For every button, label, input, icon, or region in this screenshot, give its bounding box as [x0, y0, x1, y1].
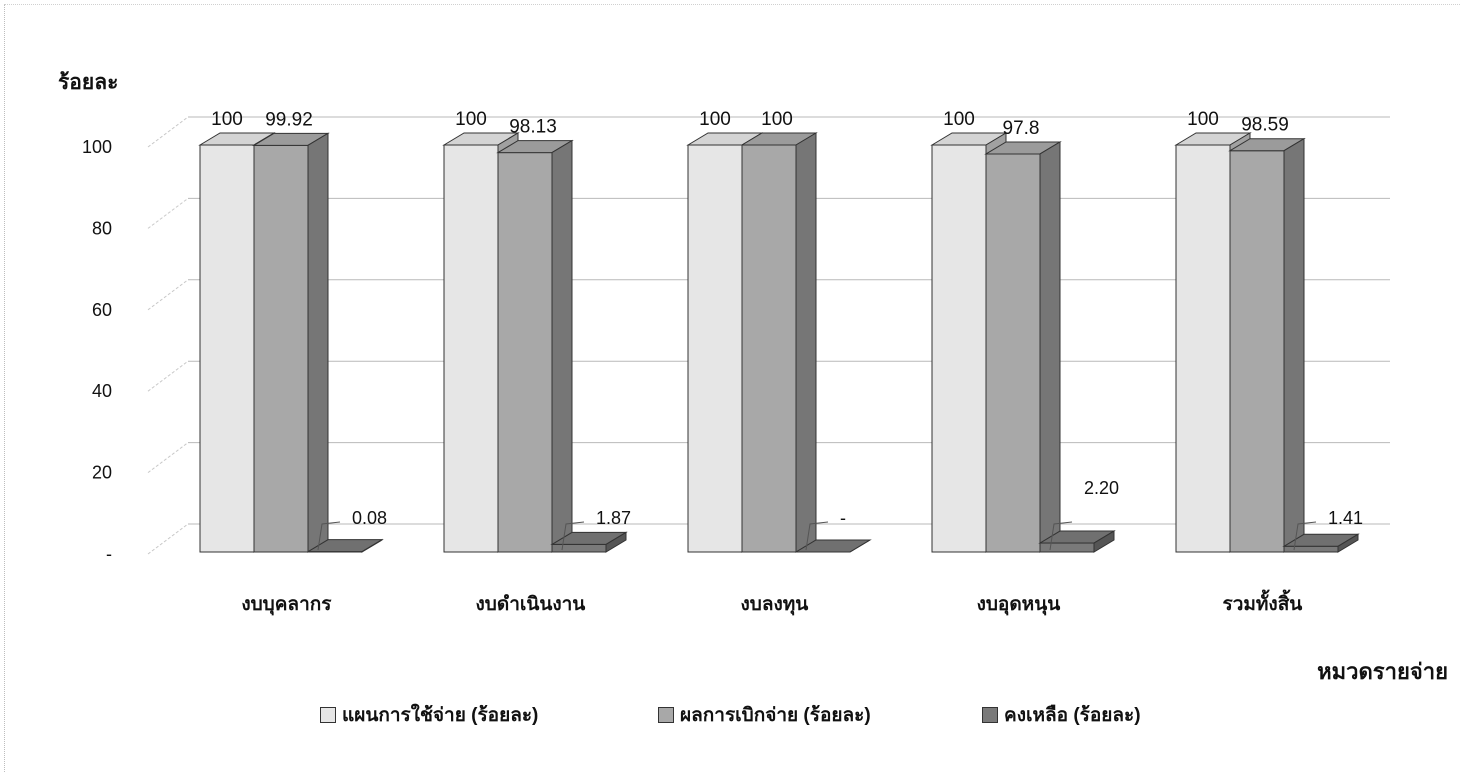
bar-1-2	[551, 543, 607, 553]
bar-side-3-2	[1093, 530, 1115, 553]
bar-side-3-1	[1039, 141, 1061, 553]
bar-1-1	[497, 152, 553, 553]
x-tick-label: งบบุคลากร	[241, 594, 332, 616]
bar-4-2	[1283, 545, 1339, 553]
bar-0-0	[199, 144, 255, 553]
y-tick-label: 20	[92, 463, 112, 483]
data-label-2-0: 100	[699, 109, 731, 130]
data-label-4-1: 98.59	[1241, 115, 1289, 136]
bar-4-1	[1229, 150, 1285, 553]
y-axis-title: ร้อยละ	[58, 71, 119, 94]
legend-label-plan: แผนการใช้จ่าย (ร้อยละ)	[342, 705, 539, 726]
legend-item-remaining: คงเหลือ (ร้อยละ)	[982, 700, 1141, 730]
data-label-0-0: 100	[211, 109, 243, 130]
data-label-3-0: 100	[943, 109, 975, 130]
leader-line	[1049, 521, 1073, 551]
data-label-1-2: 1.87	[596, 508, 631, 528]
leader-line	[1293, 521, 1317, 551]
legend-label-actual: ผลการเบิกจ่าย (ร้อยละ)	[680, 705, 871, 726]
data-label-4-0: 100	[1187, 109, 1219, 130]
y-tick-label: 100	[82, 137, 112, 157]
wall-gridline	[147, 523, 189, 555]
bar-side-1-2	[605, 531, 627, 553]
x-tick-label: งบดำเนินงาน	[476, 594, 586, 615]
bar-2-1	[741, 144, 797, 553]
bar-side-1-1	[551, 139, 573, 553]
x-tick-label: รวมทั้งสิ้น	[1223, 589, 1303, 615]
data-label-0-2: 0.08	[352, 508, 387, 528]
leader-line	[805, 521, 829, 551]
x-tick-label: งบอุดหนุน	[977, 594, 1061, 616]
y-tick-label: 80	[92, 218, 112, 238]
y-tick-label: 40	[92, 381, 112, 401]
bar-1-0	[443, 144, 499, 553]
bar-side-4-1	[1283, 137, 1305, 553]
bar-side-0-1	[307, 132, 329, 553]
bar-4-0	[1175, 144, 1231, 553]
leader-line	[317, 521, 341, 551]
data-label-4-2: 1.41	[1328, 508, 1363, 528]
data-label-3-1: 97.8	[1003, 118, 1040, 139]
bar-side-2-2	[849, 539, 871, 553]
wall-gridline	[147, 197, 189, 229]
bar-side-2-1	[795, 132, 817, 553]
legend-swatch-plan	[320, 707, 336, 723]
data-label-0-1: 99.92	[265, 109, 313, 130]
y-tick-label: -	[106, 544, 112, 564]
x-tick-label: งบลงทุน	[741, 594, 809, 616]
bar-0-1	[253, 144, 309, 553]
leader-line	[561, 521, 585, 551]
data-label-2-1: 100	[761, 109, 793, 130]
legend-swatch-actual	[658, 707, 674, 723]
wall-gridline	[147, 279, 189, 311]
data-label-3-2: 2.20	[1084, 478, 1119, 498]
bar-3-1	[985, 153, 1041, 553]
y-tick-label: 60	[92, 300, 112, 320]
legend-swatch-remaining	[982, 707, 998, 723]
bar-side-0-2	[361, 538, 383, 553]
bar-3-0	[931, 144, 987, 553]
bar-2-0	[687, 144, 743, 553]
data-label-2-2: -	[840, 508, 846, 528]
wall-gridline	[147, 442, 189, 474]
bar-side-4-2	[1337, 533, 1359, 553]
bar-3-2	[1039, 542, 1095, 553]
data-label-1-0: 100	[455, 109, 487, 130]
x-axis-title: หมวดรายจ่าย	[1317, 659, 1448, 684]
legend: แผนการใช้จ่าย (ร้อยละ) ผลการเบิกจ่าย (ร้…	[320, 700, 1220, 732]
legend-item-actual: ผลการเบิกจ่าย (ร้อยละ)	[658, 700, 871, 730]
legend-label-remaining: คงเหลือ (ร้อยละ)	[1004, 705, 1141, 726]
chart-frame	[4, 4, 1460, 772]
legend-item-plan: แผนการใช้จ่าย (ร้อยละ)	[320, 700, 538, 730]
wall-gridline	[147, 116, 189, 148]
data-label-1-1: 98.13	[509, 117, 557, 138]
wall-gridline	[147, 360, 189, 392]
